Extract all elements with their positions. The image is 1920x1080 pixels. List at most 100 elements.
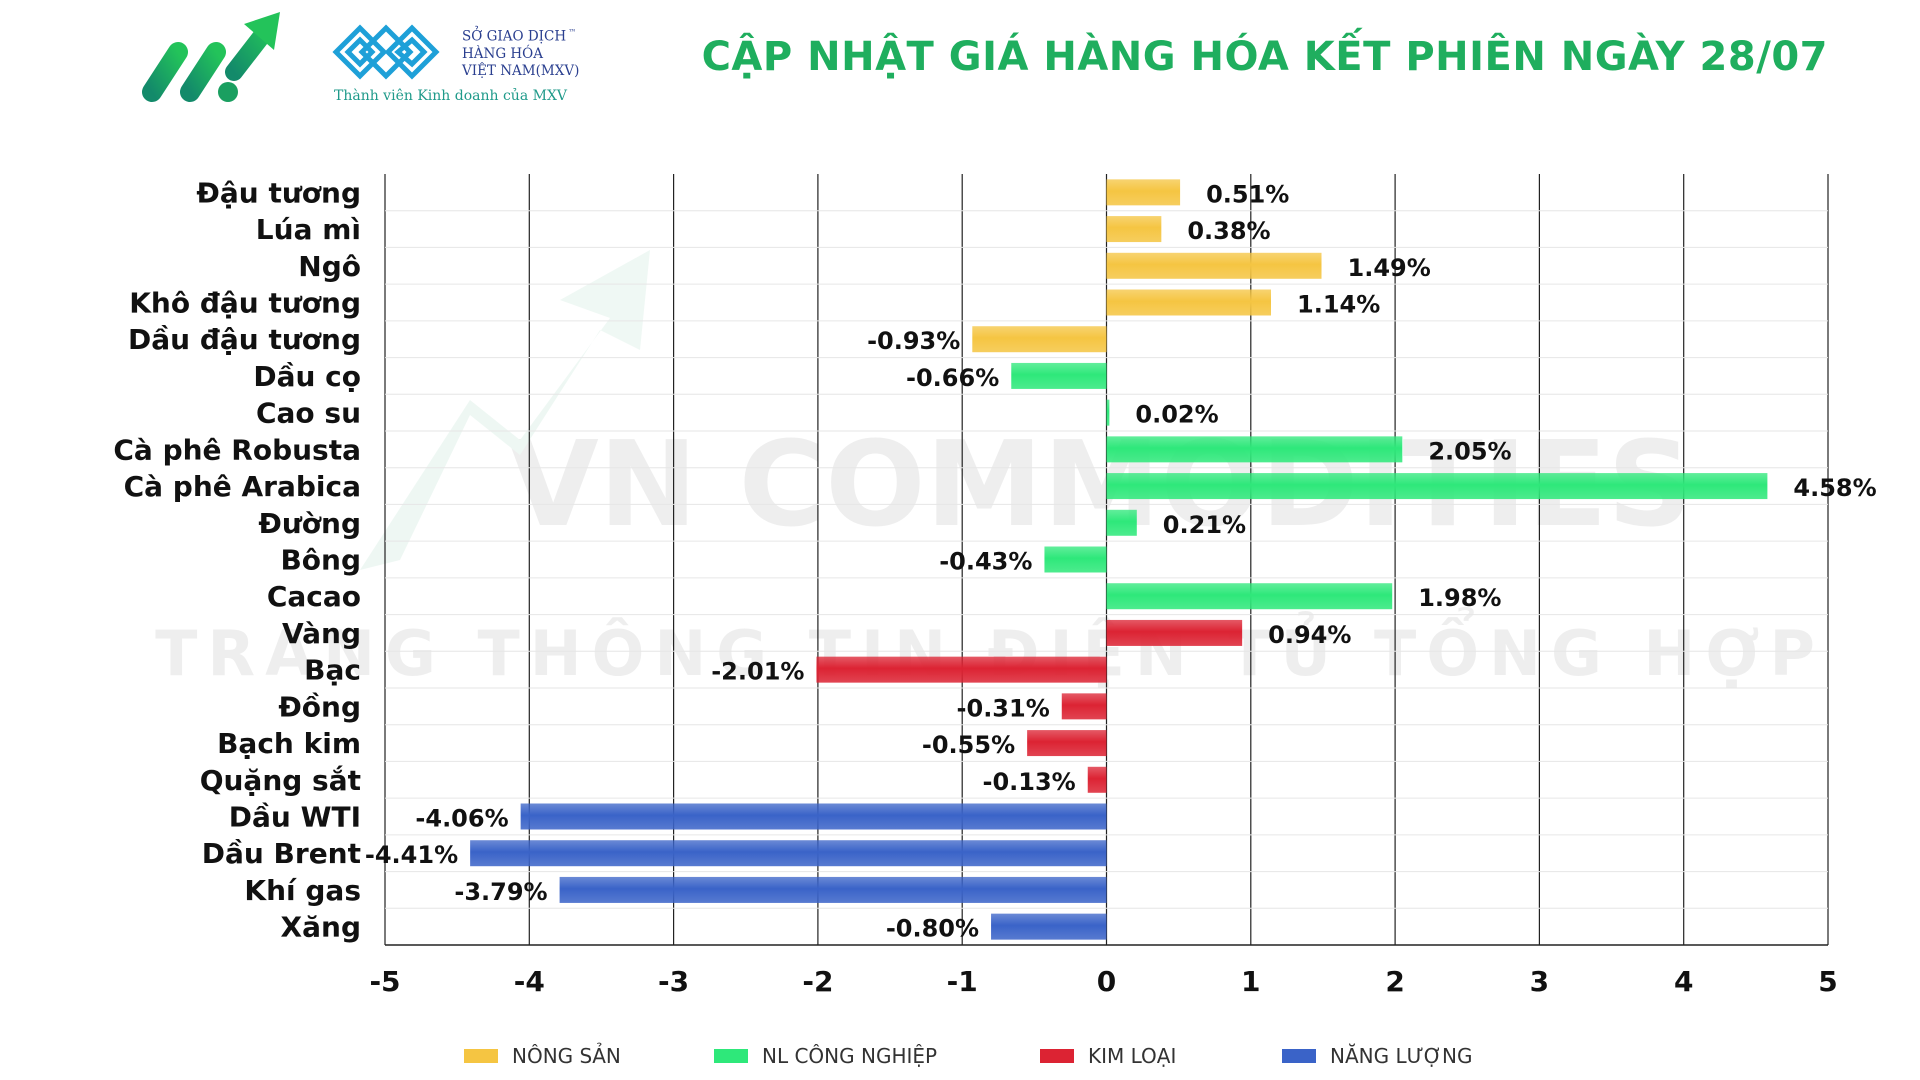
- x-tick-label: -5: [369, 965, 400, 998]
- member-text: Thành viên Kinh doanh của MXV: [334, 88, 568, 104]
- category-label: Khô đậu tương: [129, 287, 361, 320]
- trademark-mark: ™: [568, 28, 577, 37]
- category-label: Lúa mì: [256, 213, 361, 246]
- category-label: Bông: [280, 544, 361, 577]
- bar: [1044, 546, 1107, 573]
- bar: [1106, 509, 1137, 536]
- legend-label: NÔNG SẢN: [512, 1044, 621, 1068]
- bar: [816, 656, 1107, 683]
- exchange-line-2: HÀNG HÓA: [462, 45, 543, 62]
- bar: [1027, 730, 1107, 757]
- data-label: -3.79%: [454, 878, 547, 906]
- category-label: Cacao: [267, 580, 361, 613]
- legend-swatch: [1282, 1049, 1316, 1063]
- bar: [1106, 473, 1768, 500]
- category-label: Bạch kim: [217, 727, 361, 760]
- category-label: Đường: [258, 507, 361, 540]
- category-label: Dầu cọ: [253, 360, 361, 393]
- bar: [1087, 766, 1107, 793]
- data-label: 0.94%: [1268, 621, 1351, 649]
- legend-swatch: [714, 1049, 748, 1063]
- data-label: 0.21%: [1163, 511, 1246, 539]
- data-label: -4.41%: [365, 841, 458, 869]
- x-tick-label: 0: [1097, 965, 1116, 998]
- data-label: -0.43%: [939, 548, 1032, 576]
- bar: [1106, 216, 1162, 243]
- bar: [1011, 362, 1107, 389]
- header: SỞ GIAO DỊCH ™ HÀNG HÓA VIỆT NAM(MXV) Thà…: [0, 0, 1920, 120]
- legend-label: KIM LOẠI: [1088, 1044, 1177, 1068]
- category-label: Dầu Brent: [202, 837, 361, 870]
- data-label: -0.80%: [886, 915, 979, 943]
- category-label: Dầu đậu tương: [128, 323, 361, 356]
- data-label: 2.05%: [1428, 437, 1511, 465]
- data-label: 0.02%: [1135, 401, 1218, 429]
- data-label: -0.93%: [867, 327, 960, 355]
- legend-item: NĂNG LƯỢNG: [1282, 1044, 1472, 1068]
- legend-swatch: [464, 1049, 498, 1063]
- bar: [520, 803, 1107, 830]
- bar: [972, 326, 1107, 353]
- data-label: -0.31%: [957, 694, 1050, 722]
- x-tick-label: 1: [1241, 965, 1260, 998]
- data-label: 1.14%: [1297, 291, 1380, 319]
- category-label: Cà phê Robusta: [113, 433, 361, 466]
- data-label: 4.58%: [1793, 474, 1876, 502]
- bar: [1106, 289, 1272, 316]
- x-tick-label: 5: [1818, 965, 1837, 998]
- watermark-arrow: [360, 250, 650, 570]
- category-label: Cao su: [256, 397, 361, 430]
- data-label: -0.55%: [922, 731, 1015, 759]
- legend-swatch: [1040, 1049, 1074, 1063]
- data-label: -4.06%: [415, 805, 508, 833]
- chart-legend: NÔNG SẢN NL CÔNG NGHIỆP KIM LOẠI NĂNG LƯỢNG: [0, 1044, 1920, 1068]
- category-label: Quặng sắt: [200, 764, 361, 797]
- legend-item: NL CÔNG NGHIỆP: [714, 1044, 937, 1068]
- bar: [1106, 179, 1181, 206]
- x-tick-label: -4: [514, 965, 545, 998]
- category-label: Đậu tương: [196, 176, 361, 209]
- legend-label: NL CÔNG NGHIỆP: [762, 1044, 938, 1068]
- data-label: 0.51%: [1206, 180, 1289, 208]
- x-tick-label: 2: [1385, 965, 1404, 998]
- bar: [1106, 619, 1243, 646]
- category-label: Khí gas: [244, 874, 361, 907]
- x-tick-label: -1: [947, 965, 978, 998]
- x-tick-label: -2: [802, 965, 833, 998]
- data-label: 1.98%: [1418, 584, 1501, 612]
- page-title: CẬP NHẬT GIÁ HÀNG HÓA KẾT PHIÊN NGÀY 28/…: [701, 34, 1828, 80]
- mxv-logo: [332, 24, 440, 80]
- legend-item: KIM LOẠI: [1040, 1044, 1176, 1068]
- x-tick-label: 3: [1530, 965, 1549, 998]
- brand-logo: [142, 12, 280, 102]
- bar: [991, 913, 1107, 940]
- data-label: -2.01%: [711, 658, 804, 686]
- category-label: Đồng: [278, 690, 361, 723]
- data-label: -0.66%: [906, 364, 999, 392]
- legend-label: NĂNG LƯỢNG: [1330, 1044, 1473, 1068]
- category-label: Xăng: [281, 911, 361, 944]
- category-label: Dầu WTI: [229, 801, 361, 834]
- category-label: Vàng: [282, 617, 361, 650]
- data-label: 1.49%: [1348, 254, 1431, 282]
- x-tick-label: -3: [658, 965, 689, 998]
- bar: [1106, 399, 1110, 426]
- category-label: Bạc: [304, 654, 361, 687]
- bar: [559, 876, 1107, 903]
- category-label: Cà phê Arabica: [124, 470, 361, 503]
- data-label: 0.38%: [1187, 217, 1270, 245]
- data-label: -0.13%: [983, 768, 1076, 796]
- exchange-name: SỞ GIAO DỊCH ™ HÀNG HÓA VIỆT NAM(MXV): [462, 24, 579, 80]
- bar: [470, 840, 1107, 867]
- legend-item: NÔNG SẢN: [464, 1044, 621, 1068]
- x-tick-label: 4: [1674, 965, 1693, 998]
- bar: [1061, 693, 1107, 720]
- exchange-line-1: SỞ GIAO DỊCH: [462, 28, 567, 45]
- bar: [1106, 583, 1393, 610]
- bar: [1106, 436, 1403, 463]
- bar: [1106, 252, 1322, 279]
- category-label: Ngô: [298, 250, 361, 283]
- exchange-line-3: VIỆT NAM(MXV): [462, 62, 580, 79]
